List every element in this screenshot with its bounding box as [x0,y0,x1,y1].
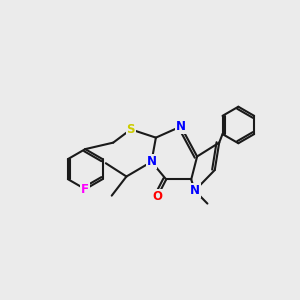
Text: S: S [127,123,135,136]
Text: O: O [152,190,162,203]
Text: N: N [176,120,186,133]
Text: F: F [81,183,89,196]
Text: N: N [190,184,200,197]
Text: N: N [146,155,157,168]
